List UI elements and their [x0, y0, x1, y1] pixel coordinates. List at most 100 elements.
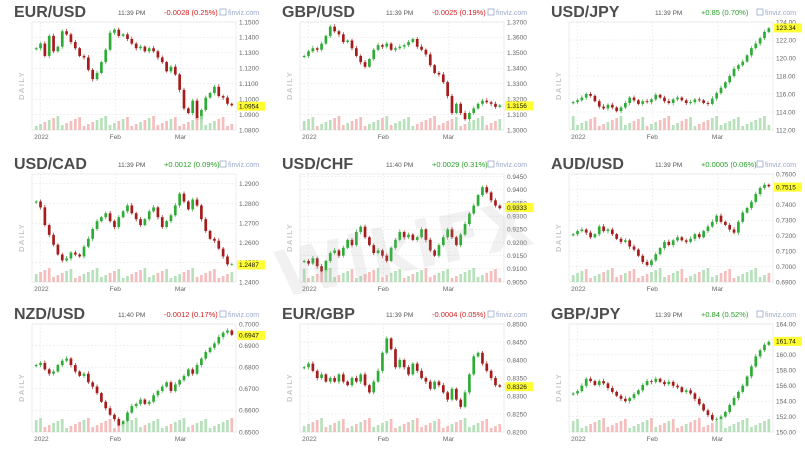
volume-bar	[693, 420, 697, 432]
y-tick-label: 1.2400	[239, 279, 259, 286]
volume-bar	[187, 270, 190, 282]
plot-frame	[31, 21, 237, 131]
candle-body	[602, 106, 605, 109]
chart-panel[interactable]: EUR/USD 11:39 PM -0.0028 (0.25%) finviz.com…	[0, 0, 268, 150]
candle-body	[398, 46, 402, 49]
volume-bar	[341, 273, 345, 282]
candle-body	[324, 35, 328, 44]
volume-bar	[619, 275, 623, 282]
candle-body	[134, 213, 138, 220]
candle-body	[763, 31, 766, 39]
volume-bar	[307, 119, 310, 130]
volume-bar	[481, 275, 484, 282]
candle-body	[302, 55, 306, 58]
volume-bar	[47, 120, 51, 130]
y-tick-label: 0.6600	[239, 408, 259, 415]
volume-bar	[394, 123, 397, 130]
candle-body	[398, 360, 402, 368]
volume-bar	[394, 428, 397, 432]
candle-body	[597, 226, 601, 235]
x-tick-label: Mar	[175, 134, 187, 141]
volume-bar	[671, 273, 675, 282]
candle-body	[217, 336, 221, 344]
volume-bar	[328, 120, 332, 130]
candle-body	[667, 241, 671, 245]
candle-body	[593, 234, 597, 238]
candle-body	[134, 43, 138, 49]
volume-bar	[337, 275, 341, 282]
x-tick-label: 2022	[302, 436, 317, 443]
candle-body	[758, 350, 762, 357]
volume-bar	[593, 276, 597, 282]
candle-body	[307, 51, 310, 56]
chart-panel[interactable]: GBP/JPY 11:39 PM +0.84 (0.52%) finviz.com DA…	[537, 302, 805, 452]
volume-bar	[389, 273, 393, 282]
candle-body	[363, 226, 367, 238]
candle-body	[152, 48, 155, 52]
volume-bar	[597, 274, 601, 282]
volume-bar	[394, 271, 397, 282]
chart-panel[interactable]: USD/CHF 11:40 PM +0.0029 (0.31%) finviz.com…	[268, 152, 536, 302]
candle-body	[39, 201, 42, 208]
candle-body	[580, 229, 584, 232]
candle-body	[658, 94, 662, 98]
y-tick-label: 1.2700	[239, 220, 259, 227]
chart-title: GBP/USD	[282, 4, 355, 21]
chart-time: 11:39 PM	[386, 10, 413, 17]
candle-body	[346, 40, 349, 43]
candle-body	[156, 390, 160, 396]
y-tick-label: 1.3700	[507, 19, 527, 26]
chart-panel[interactable]: EUR/GBP 11:39 PM -0.0004 (0.05%) finviz.com…	[268, 302, 536, 452]
candle-body	[632, 97, 636, 101]
x-tick-label: Feb	[110, 134, 122, 141]
y-tick-label: 0.6800	[239, 365, 259, 372]
volume-bar	[200, 421, 203, 432]
chart-panel[interactable]: NZD/USD 11:40 PM -0.0012 (0.17%) finviz.com…	[0, 302, 268, 452]
volume-bar	[650, 272, 653, 282]
volume-bar	[597, 420, 601, 432]
volume-bar	[459, 274, 463, 282]
chart-panel[interactable]: USD/CAD 11:39 PM +0.0012 (0.09%) finviz.com…	[0, 152, 268, 302]
volume-bar	[489, 428, 493, 432]
candle-body	[359, 374, 363, 382]
candle-body	[671, 240, 675, 245]
y-tick-label: 0.6900	[239, 343, 259, 350]
volume-bar	[95, 425, 99, 432]
candle-body	[645, 101, 649, 103]
volume-bar	[463, 124, 467, 130]
candle-body	[455, 103, 458, 114]
y-tick-label: 156.00	[776, 383, 796, 390]
volume-bar	[381, 277, 384, 282]
volume-bar	[152, 116, 155, 130]
chart-panel[interactable]: AUD/USD 11:39 PM +0.0005 (0.06%) finviz.com…	[537, 152, 805, 302]
volume-bar	[200, 116, 203, 130]
candle-body	[433, 65, 436, 73]
volume-bar	[178, 420, 181, 432]
candle-body	[637, 100, 640, 104]
candle-body	[389, 247, 393, 261]
chart-panel[interactable]: USD/JPY 11:39 PM +0.85 (0.70%) finviz.com DA…	[537, 0, 805, 150]
x-tick-label: 2022	[571, 286, 586, 293]
chart-change: -0.0004 (0.05%)	[432, 310, 486, 319]
volume-bar	[368, 124, 371, 130]
chart-svg: USD/CAD 11:39 PM +0.0012 (0.09%) finviz.com…	[14, 156, 265, 293]
candle-body	[182, 375, 186, 381]
volume-bar	[580, 271, 584, 282]
candle-body	[113, 221, 116, 228]
finviz-logo-icon	[219, 160, 227, 168]
candle-body	[160, 57, 164, 63]
volume-bar	[91, 270, 95, 282]
chart-panel[interactable]: GBP/USD 11:39 PM -0.0025 (0.19%) finviz.com…	[268, 0, 536, 150]
candle-body	[676, 385, 679, 388]
volume-bar	[121, 278, 125, 282]
volume-bar	[134, 272, 138, 282]
finviz-logo-icon	[219, 8, 227, 16]
candle-body	[763, 344, 766, 351]
volume-bar	[645, 126, 649, 130]
volume-bar	[584, 426, 588, 432]
volume-bar	[78, 117, 81, 130]
volume-bar	[350, 426, 354, 432]
candle-body	[368, 59, 371, 67]
volume-bar	[43, 270, 47, 282]
candle-body	[39, 43, 42, 49]
